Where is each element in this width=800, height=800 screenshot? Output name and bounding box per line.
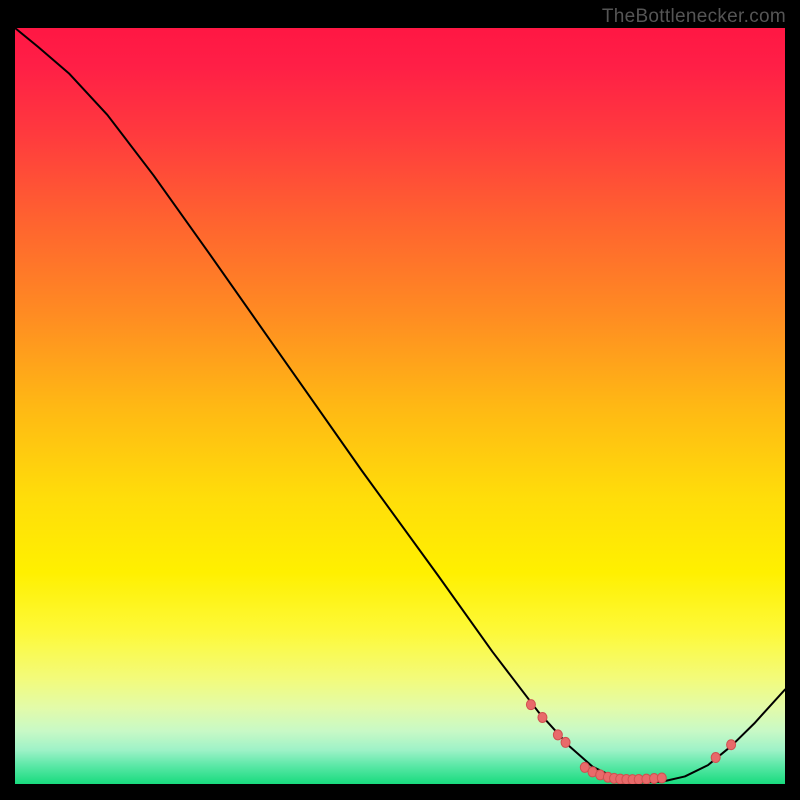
- chart-background: [15, 28, 785, 784]
- watermark-text: TheBottlenecker.com: [602, 6, 786, 28]
- curve-marker: [657, 773, 666, 783]
- curve-marker: [727, 740, 736, 750]
- chart-svg: [15, 28, 785, 784]
- curve-marker: [711, 753, 720, 763]
- curve-marker: [553, 730, 562, 740]
- curve-marker: [538, 712, 547, 722]
- curve-marker: [561, 737, 570, 747]
- curve-marker: [526, 700, 535, 710]
- bottleneck-chart: [15, 28, 785, 784]
